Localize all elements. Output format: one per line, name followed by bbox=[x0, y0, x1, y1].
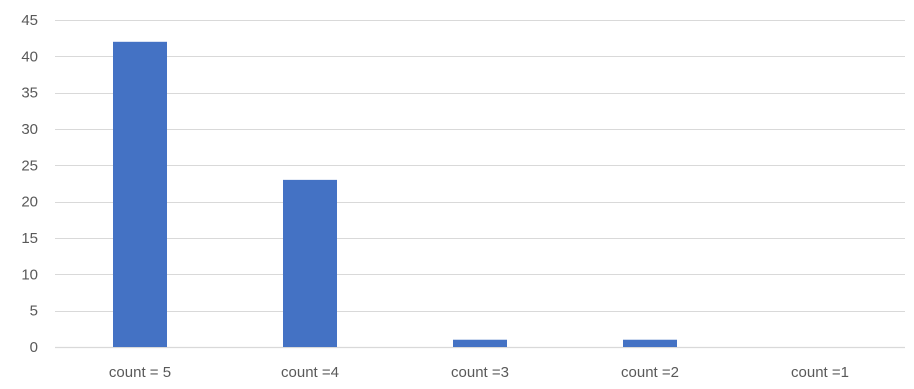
y-tick-label: 0 bbox=[30, 339, 38, 356]
bar bbox=[623, 339, 677, 347]
y-tick-label: 45 bbox=[21, 12, 38, 29]
bar bbox=[113, 41, 167, 348]
x-category-label: count =4 bbox=[281, 364, 339, 381]
y-axis-tick-labels: 0 5 10 15 20 25 30 35 40 45 bbox=[21, 12, 38, 356]
y-tick-label: 20 bbox=[21, 194, 38, 211]
y-tick-label: 40 bbox=[21, 48, 38, 65]
bars bbox=[113, 41, 677, 348]
y-tick-label: 15 bbox=[21, 230, 38, 247]
x-category-label: count =3 bbox=[451, 364, 509, 381]
y-tick-label: 25 bbox=[21, 157, 38, 174]
gridlines bbox=[55, 20, 905, 349]
bar bbox=[283, 179, 337, 347]
x-axis-category-labels: count = 5 count =4 count =3 count =2 count =… bbox=[109, 364, 849, 381]
x-category-label: count =2 bbox=[621, 364, 679, 381]
y-tick-label: 5 bbox=[30, 303, 38, 320]
y-tick-label: 10 bbox=[21, 266, 38, 283]
x-category-label: count =1 bbox=[791, 364, 849, 381]
y-tick-label: 30 bbox=[21, 121, 38, 138]
y-tick-label: 35 bbox=[21, 85, 38, 102]
x-category-label: count = 5 bbox=[109, 364, 171, 381]
bar bbox=[453, 339, 507, 347]
